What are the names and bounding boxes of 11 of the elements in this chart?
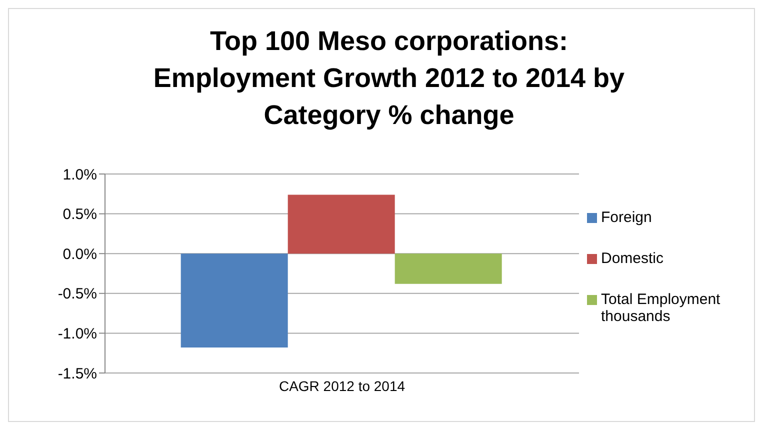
x-tick-label: CAGR 2012 to 2014 [278, 378, 406, 394]
chart-title: Top 100 Meso corporations: Employment Growth 2012 to 2014 by Category % change [152, 25, 626, 132]
y-tick-label: -1.5% [58, 365, 97, 382]
y-tick-label: 1.0% [62, 166, 97, 184]
y-tick-label: 0.0% [62, 246, 97, 263]
legend-label: Domestic [601, 250, 664, 267]
legend-label: Total Employment thousands [601, 291, 722, 325]
legend-label: Foreign [601, 209, 652, 226]
y-tick-label: -0.5% [58, 286, 97, 303]
y-tick-label: 0.5% [62, 206, 97, 224]
y-tick-label: -1.0% [58, 326, 97, 343]
